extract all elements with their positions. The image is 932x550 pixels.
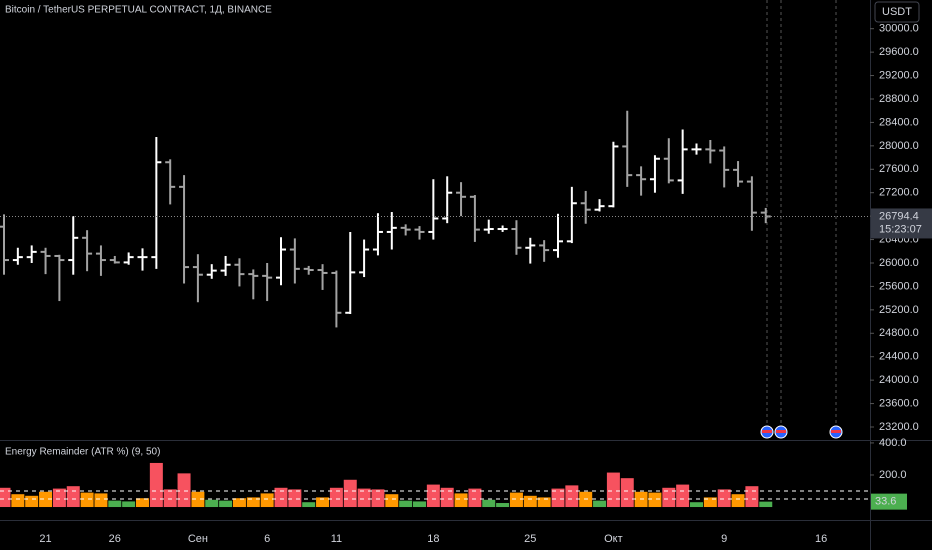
y-tick-label: 24800.0 (879, 327, 919, 339)
bar (108, 500, 122, 508)
indicator-title: Energy Remainder (ATR %) (9, 50) (5, 447, 160, 458)
bar (523, 495, 537, 508)
bar (537, 497, 551, 508)
countdown-label: 15:23:07 (879, 223, 922, 235)
bar (52, 488, 66, 508)
bar (440, 487, 454, 508)
bar (0, 487, 11, 508)
y-tick-label: 200.0 (879, 469, 907, 481)
currency-label: USDT (882, 6, 912, 18)
bar (39, 491, 53, 508)
bar (274, 487, 288, 508)
bar (454, 493, 468, 508)
bar (565, 485, 579, 508)
main-pane: 30000.0 29600.0 29200.0 28800.0 28400.0 28000… (0, 23, 932, 433)
bar (136, 498, 149, 508)
bar (246, 497, 260, 508)
bar (703, 497, 717, 508)
bar (11, 494, 25, 508)
bar (385, 494, 399, 508)
y-tick-label: 25200.0 (879, 304, 919, 316)
bar (759, 501, 773, 508)
bar (177, 473, 191, 508)
bar (343, 479, 357, 508)
bar (149, 462, 163, 508)
last-price-box (871, 208, 932, 239)
bar (316, 497, 330, 508)
y-tick-label: 25600.0 (879, 280, 919, 292)
bar (329, 487, 343, 508)
y-tick-label: 29600.0 (879, 46, 919, 58)
bar (219, 500, 233, 508)
bar (288, 489, 302, 508)
bar (399, 500, 413, 508)
bar (25, 495, 39, 508)
currency-button[interactable] (874, 1, 920, 23)
bar (690, 502, 703, 508)
last-price-label: 26794.4 (879, 210, 919, 222)
bar (606, 472, 620, 508)
bar (468, 488, 482, 508)
y-tick-label: 24400.0 (879, 351, 919, 363)
bar (94, 493, 108, 508)
y-tick-label: 24000.0 (879, 374, 919, 386)
x-tick-label: 16 (815, 533, 827, 545)
bar (662, 487, 676, 508)
last-value-box (871, 493, 907, 510)
x-tick-label: 18 (427, 533, 439, 545)
y-tick-label: 29200.0 (879, 69, 919, 81)
y-tick-label: 26000.0 (879, 257, 919, 269)
bar (232, 498, 246, 508)
bar (648, 492, 662, 508)
bar (205, 499, 219, 508)
bar (426, 484, 440, 508)
bar (551, 488, 565, 508)
x-tick-label: 6 (264, 533, 270, 545)
event-markers (760, 0, 843, 439)
y-tick-label: 23600.0 (879, 397, 919, 409)
bar (717, 489, 731, 508)
bar (163, 489, 177, 508)
y-tick-label: 28000.0 (879, 140, 919, 152)
x-tick-label: 26 (109, 533, 121, 545)
indicator-pane: 400.0 200.0 33.6 (0, 437, 907, 510)
bar (66, 486, 80, 508)
bar (496, 503, 510, 508)
bar (593, 500, 607, 508)
bar (357, 488, 371, 508)
bar (260, 493, 274, 508)
y-tick-label: 27600.0 (879, 163, 919, 175)
x-tick-label: 21 (39, 533, 51, 545)
bar (122, 501, 136, 508)
bar (482, 499, 496, 508)
y-tick-label: 27200.0 (879, 187, 919, 199)
y-tick-label: 400.0 (879, 437, 907, 449)
bar (413, 501, 426, 508)
bar (745, 486, 759, 508)
bar (371, 489, 385, 508)
last-value-label: 33.6 (875, 496, 896, 508)
y-tick-label: 30000.0 (879, 23, 919, 35)
bar (191, 491, 205, 508)
chart-title: Bitcoin / TetherUS PERPETUAL CONTRACT, 1… (5, 5, 272, 16)
x-tick-label: 25 (524, 533, 536, 545)
y-tick-label: 23200.0 (879, 421, 919, 433)
y-tick-label: 28800.0 (879, 93, 919, 105)
bar (676, 484, 690, 508)
bar (620, 478, 634, 508)
bar (509, 492, 523, 508)
x-tick-label: 11 (331, 533, 342, 545)
x-tick-label: Окт (604, 533, 623, 545)
x-tick-label: Сен (188, 533, 208, 545)
bar (302, 502, 316, 508)
x-tick-label: 9 (721, 533, 727, 545)
bar (80, 492, 94, 508)
bar (731, 494, 745, 508)
y-tick-label: 28400.0 (879, 116, 919, 128)
